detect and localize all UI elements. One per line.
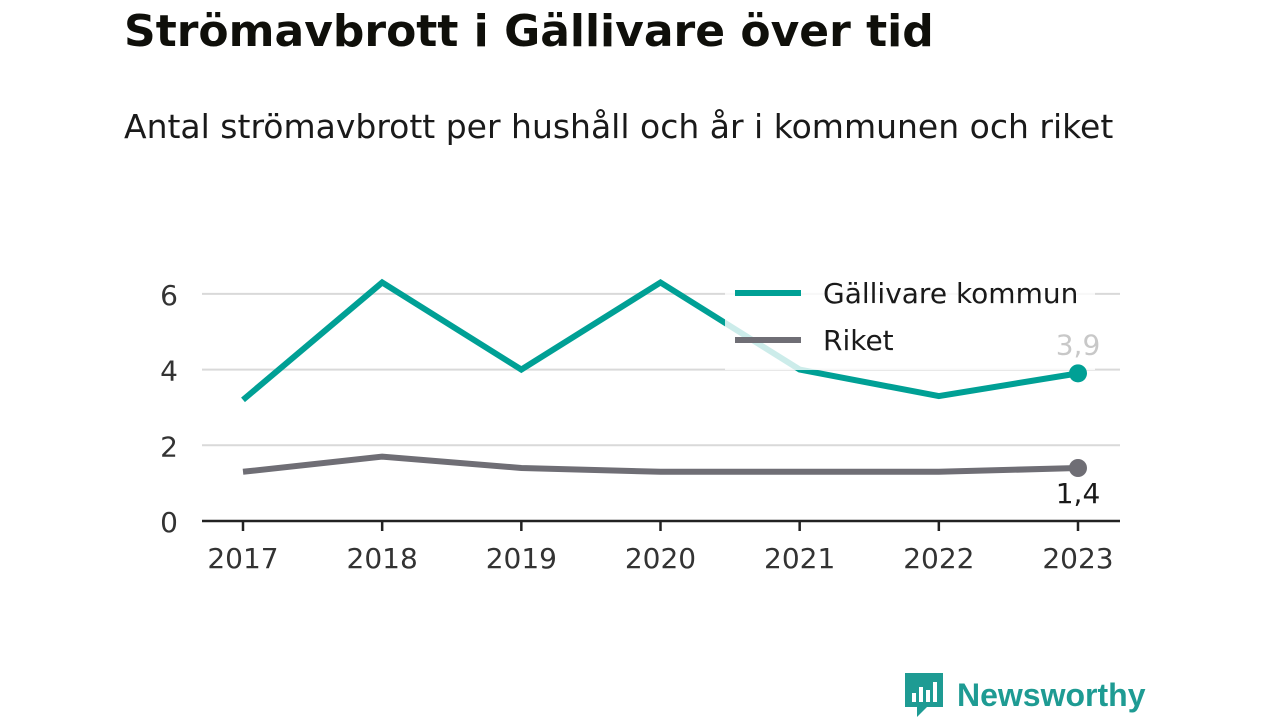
y-tick-label: 2 [160, 430, 178, 463]
end-value-label: 3,9 [1056, 328, 1101, 361]
newsworthy-logo-icon [905, 673, 943, 717]
x-tick-label: 2022 [903, 542, 974, 575]
end-marker [1069, 459, 1087, 477]
x-tick-label: 2021 [764, 542, 835, 575]
x-tick-label: 2020 [625, 542, 696, 575]
axes: 0 2 4 6 2017 2018 2019 2020 2021 2022 2023 [160, 279, 1120, 575]
brand-name: Newsworthy [957, 676, 1146, 713]
end-marker [1069, 364, 1087, 383]
series-line [242, 453, 1079, 475]
end-value-label: 1,4 [1056, 477, 1101, 510]
x-tick-label: 2019 [486, 542, 557, 575]
y-tick-label: 0 [160, 506, 178, 539]
x-tick-label: 2017 [207, 542, 278, 575]
y-tick-label: 6 [160, 279, 178, 312]
legend-label: Riket [823, 324, 894, 357]
legend: Gällivare kommun Riket [725, 262, 1095, 370]
x-tick-label: 2018 [347, 542, 418, 575]
legend-background [725, 262, 1095, 370]
series-lines [241, 278, 1079, 475]
y-tick-label: 4 [160, 355, 178, 388]
brand: Newsworthy [903, 670, 1145, 720]
legend-label: Gällivare kommun [823, 277, 1078, 310]
x-tick-label: 2023 [1042, 542, 1113, 575]
chart-title: Strömavbrott i Gällivare över tid [124, 6, 934, 57]
series-line [241, 278, 1079, 403]
end-labels: 3,9 1,4 [1056, 328, 1101, 510]
chart-subtitle: Antal strömavbrott per hushåll och år i … [124, 107, 1114, 146]
